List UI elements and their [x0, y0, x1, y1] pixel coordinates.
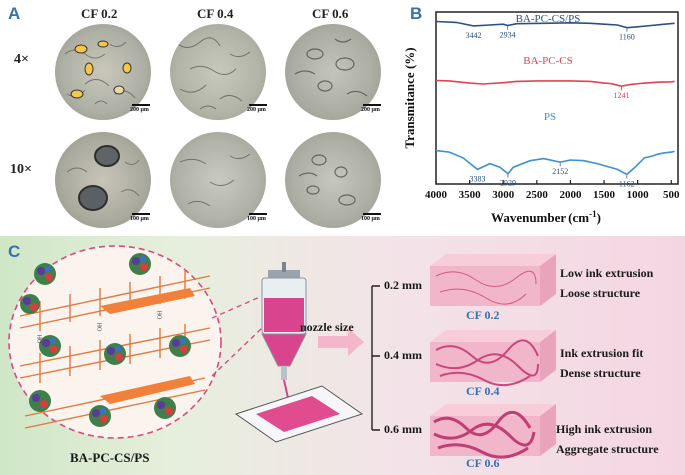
micrograph-texture: [64, 40, 136, 105]
scale-bar: [132, 213, 150, 215]
plot-frame: [435, 11, 679, 185]
ftir-chart: BA-PC-CS/PS BA-PC-CS PS 3442 2934 1160 1241 21…: [402, 11, 680, 225]
x-axis-label-text: Wavenumber: [491, 210, 566, 225]
peak-annotation: 3383: [469, 174, 485, 183]
x-tick-label: 2500: [526, 189, 549, 201]
scaffold-cf06: [430, 404, 556, 459]
x-tick-label: 1000: [627, 189, 650, 201]
scale-bar: [249, 104, 267, 106]
micrograph-texture: [66, 145, 140, 211]
panel-b-letter: B: [410, 4, 423, 23]
scale-label: 200 μm: [361, 107, 380, 113]
size-0-4: 0.4 mm: [384, 348, 422, 362]
panel-c-letter: C: [8, 242, 21, 261]
scale-bar: [363, 104, 381, 106]
particle-clusters: [20, 253, 191, 427]
zoom-connector: [211, 327, 263, 377]
row-label-4x: 4×: [14, 52, 29, 67]
panel-c: C: [0, 236, 685, 475]
desc-2-line2: Aggregate structure: [556, 442, 659, 456]
micrograph-texture: [298, 154, 356, 206]
micrograph-cf02-10x: [55, 132, 151, 228]
x-tick-label: 4000: [425, 189, 448, 201]
col-label-cf04: CF 0.4: [197, 6, 234, 21]
col-label-cf06: CF 0.6: [312, 6, 349, 21]
micrograph-texture: [294, 38, 368, 97]
col-label-cf02: CF 0.2: [81, 6, 118, 21]
panel-a-letter: A: [8, 4, 21, 23]
cf-label-0-2: CF 0.2: [466, 308, 500, 322]
series-group: BA-PC-CS/PS BA-PC-CS PS: [435, 13, 675, 176]
x-tick-label: 1500: [593, 189, 616, 201]
cf-label-0-6: CF 0.6: [466, 456, 500, 470]
peak-annotation: 2934: [500, 30, 516, 39]
scale-label: 200 μm: [247, 107, 266, 113]
micrograph-texture: [177, 37, 251, 110]
x-axis-label-sup: -1: [589, 209, 597, 219]
chain-highlight: [100, 288, 195, 314]
desc-2-line1: High ink extrusion: [556, 422, 653, 436]
syringe-icon: [261, 262, 307, 399]
x-axis-label-paren-open: (: [568, 210, 572, 225]
chain-highlight: [100, 376, 195, 404]
series-line: [435, 20, 675, 29]
scale-label: 200 μm: [130, 107, 149, 113]
printed-ink: [256, 396, 340, 432]
scaffold-cf04: [430, 330, 556, 387]
x-axis-label-unit: cm: [573, 210, 590, 225]
scale-label: 100 μm: [130, 216, 149, 222]
chain-oh-label: OH: [157, 310, 164, 320]
scale-label: 100 μm: [247, 216, 266, 222]
micrograph-cf02-4x: [55, 24, 151, 120]
x-ticks: 4000 3500 3000 2500 2000 1500 1000 500: [425, 180, 680, 201]
peak-annotation: 2929: [500, 179, 516, 188]
scaffold-cf02: [430, 254, 556, 306]
x-tick-label: 3000: [492, 189, 515, 201]
x-axis-label-paren-close: ): [597, 210, 601, 225]
x-axis-label: Wavenumber (cm-1): [491, 209, 601, 225]
arrow-icon: [318, 328, 364, 356]
micrograph-cf06-10x: [285, 132, 381, 228]
row-label-10x: 10×: [10, 162, 32, 177]
desc-1-line1: Ink extrusion fit: [560, 346, 644, 360]
schematic-svg: [8, 245, 556, 459]
peak-annotation: 2152: [552, 167, 568, 176]
scale-bar: [363, 213, 381, 215]
size-0-6: 0.6 mm: [384, 422, 422, 436]
scale-bar: [249, 213, 267, 215]
desc-1-line2: Dense structure: [560, 366, 641, 380]
zoom-connector: [211, 295, 263, 319]
desc-0-line1: Low ink extrusion: [560, 266, 654, 280]
peak-annotation: 1160: [619, 33, 635, 42]
series-line: [435, 149, 675, 176]
size-0-2: 0.2 mm: [384, 278, 422, 292]
series-line: [435, 79, 675, 88]
series-label: BA-PC-CS: [523, 55, 573, 67]
x-tick-label: 2000: [559, 189, 582, 201]
scale-label: 100 μm: [361, 216, 380, 222]
series-label: PS: [544, 111, 556, 123]
micrograph-cf04-10x: [170, 132, 266, 228]
cf-label-0-4: CF 0.4: [466, 384, 500, 398]
chain-oh-label: OH: [97, 322, 104, 332]
peak-annotation: 3442: [466, 31, 482, 40]
x-tick-label: 500: [663, 189, 680, 201]
scale-bar: [132, 104, 150, 106]
desc-0-line2: Loose structure: [560, 286, 641, 300]
nozzle-size-label: nozzle size: [300, 320, 354, 334]
micrograph-texture: [179, 153, 251, 207]
composite-label: BA-PC-CS/PS: [70, 450, 150, 465]
size-bracket: [371, 285, 380, 431]
chain-oh-label: OH: [37, 334, 44, 344]
annotation-group: 3442 2934 1160 1241 2152 3383 2929 1162: [466, 26, 635, 188]
x-tick-label: 3500: [459, 189, 482, 201]
peak-annotation: 1162: [619, 179, 635, 188]
peak-annotation: 1241: [613, 91, 629, 100]
series-label: BA-PC-CS/PS: [516, 13, 581, 25]
y-axis-label: Transmitance (%): [402, 47, 417, 148]
